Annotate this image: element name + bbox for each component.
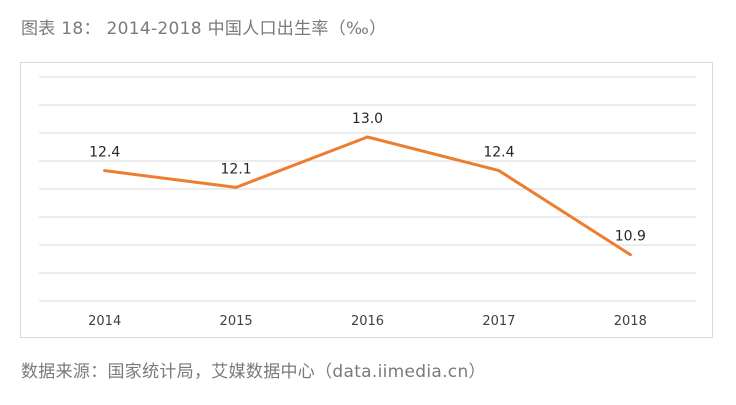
chart-frame: 2014 2015 2016 2017 2018 12.4 12.1 13.0 12.4 10.9 xyxy=(20,62,713,338)
x-tick-label: 2014 xyxy=(88,314,121,329)
data-point xyxy=(234,185,238,189)
data-point xyxy=(497,169,501,173)
data-label: 12.4 xyxy=(89,145,120,161)
line-chart: 2014 2015 2016 2017 2018 12.4 12.1 13.0 12.4 10.9 xyxy=(39,76,696,329)
data-point xyxy=(628,253,632,257)
x-tick-label: 2017 xyxy=(482,314,515,329)
data-label: 13.0 xyxy=(352,111,383,127)
data-label: 12.1 xyxy=(221,161,252,177)
figure-caption: 图表 18： 2014-2018 中国人口出生率（‰） xyxy=(21,19,387,39)
x-tick-label: 2018 xyxy=(614,314,647,329)
data-point xyxy=(366,135,369,139)
data-point xyxy=(103,169,107,173)
x-tick-label: 2016 xyxy=(351,314,384,329)
data-label: 10.9 xyxy=(615,229,646,245)
series-line xyxy=(103,135,632,257)
x-tick-label: 2015 xyxy=(220,314,253,329)
figure-source: 数据来源：国家统计局，艾媒数据中心（data.iimedia.cn） xyxy=(21,362,486,382)
data-label: 12.4 xyxy=(483,145,514,161)
